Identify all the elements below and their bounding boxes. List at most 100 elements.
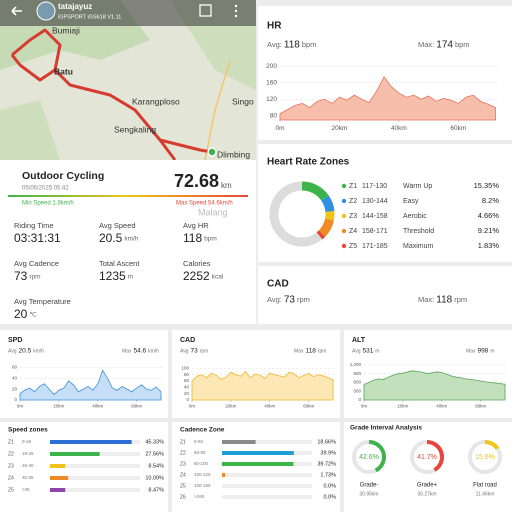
zone-id: Z4 bbox=[349, 228, 357, 235]
distance: 72.68 bbox=[174, 171, 219, 191]
panel-title: CAD bbox=[267, 279, 289, 290]
zone-percent: 39.72% bbox=[317, 461, 336, 467]
label: 118 bbox=[436, 295, 452, 306]
menu-button[interactable] bbox=[234, 4, 238, 8]
ring-label: Flat road bbox=[473, 483, 497, 489]
label: bpm bbox=[455, 40, 470, 49]
area-line bbox=[191, 370, 334, 401]
bar bbox=[50, 452, 100, 456]
x-tick-label: 0m bbox=[17, 404, 24, 409]
label: bpm bbox=[302, 40, 317, 49]
zone-name: Threshold bbox=[403, 228, 434, 235]
zone-range: 60-80 bbox=[194, 450, 206, 455]
user-name: tatajayuz bbox=[58, 2, 92, 11]
distance-unit: km bbox=[221, 181, 232, 190]
y-tick-label: 1,200 bbox=[350, 362, 362, 367]
label: m bbox=[490, 348, 494, 354]
bar-track bbox=[222, 484, 312, 488]
max-speed: Max Speed 54.6km/h bbox=[176, 201, 233, 207]
zone-range: >35 bbox=[22, 487, 30, 492]
stat-label: Avg HR bbox=[183, 221, 209, 230]
stat-unit: bpm bbox=[204, 236, 217, 243]
y-tick-label: 60 bbox=[184, 378, 190, 383]
label: Avg: bbox=[267, 40, 282, 49]
zone-range: 0-60 bbox=[194, 439, 204, 444]
ring-percent: 41.7% bbox=[417, 454, 437, 461]
zone-percent: 18.66% bbox=[317, 439, 336, 445]
zone-id: Z2 bbox=[180, 450, 186, 456]
zone-id: Z1 bbox=[349, 183, 357, 190]
x-tick-label: 40km bbox=[436, 404, 447, 409]
y-tick-label: 0 bbox=[186, 397, 189, 402]
bar-track bbox=[50, 476, 140, 480]
zone-range: 144-158 bbox=[362, 213, 388, 220]
map-place: Dlimbing bbox=[217, 149, 250, 159]
ring-distance: 30.95km bbox=[359, 491, 378, 497]
label: rpm bbox=[297, 295, 310, 304]
legend-dot bbox=[341, 228, 347, 234]
zone-range: 171-185 bbox=[362, 243, 388, 250]
label: 73 bbox=[284, 295, 296, 306]
panel-title: ALT bbox=[352, 337, 366, 344]
back-button[interactable] bbox=[11, 6, 22, 16]
y-tick-label: 40 bbox=[184, 385, 190, 390]
y-tick-label: 80 bbox=[270, 113, 278, 120]
stat-label: Avg Temperature bbox=[14, 297, 71, 306]
ring-arc bbox=[426, 440, 444, 472]
bar bbox=[50, 488, 66, 492]
x-tick-label: 20km bbox=[53, 404, 64, 409]
y-tick-label: 0 bbox=[14, 397, 17, 402]
bar-track bbox=[222, 440, 312, 444]
x-tick-label: 20km bbox=[397, 404, 408, 409]
zone-range: 120-160 bbox=[194, 483, 211, 488]
map-place: Singo bbox=[232, 96, 254, 106]
map-place: Sengkaling bbox=[114, 124, 156, 134]
y-tick-label: 160 bbox=[266, 79, 277, 86]
zone-id: Z3 bbox=[180, 461, 186, 467]
zone-percent: 0.0% bbox=[323, 483, 336, 489]
share-button[interactable] bbox=[199, 4, 212, 17]
zone-id: Z3 bbox=[8, 463, 14, 469]
min-speed: Min Speed 1.9km/h bbox=[22, 201, 74, 207]
x-tick-label: 60km bbox=[303, 404, 314, 409]
label: Avg bbox=[352, 348, 361, 354]
bar bbox=[50, 440, 132, 444]
y-tick-label: 20 bbox=[184, 391, 190, 396]
ring-label: Grade- bbox=[360, 483, 379, 489]
label: rpm bbox=[200, 348, 209, 354]
stat-value: 20.5 bbox=[99, 231, 123, 245]
label: 174 bbox=[436, 40, 453, 51]
y-tick-label: 200 bbox=[266, 63, 277, 70]
ring-arc bbox=[484, 440, 500, 450]
zone-percent: 27.56% bbox=[145, 451, 164, 457]
zone-percent: 39.9% bbox=[320, 450, 336, 456]
label: m bbox=[375, 348, 379, 354]
x-tick-label: 0m bbox=[361, 404, 368, 409]
label: rpm bbox=[454, 295, 467, 304]
zone-id: Z4 bbox=[180, 472, 186, 478]
zone-percent: 9.21% bbox=[478, 226, 500, 235]
stat-unit: kcal bbox=[212, 274, 224, 281]
y-tick-label: 900 bbox=[353, 371, 361, 376]
activity-type: Outdoor Cycling bbox=[22, 170, 104, 182]
map-place: Batu bbox=[54, 66, 73, 76]
stat-label: Avg Cadence bbox=[14, 259, 59, 268]
bar bbox=[222, 440, 256, 444]
donut-segment bbox=[301, 181, 329, 201]
legend-dot bbox=[341, 243, 347, 249]
x-tick-label: 60km bbox=[475, 404, 486, 409]
zone-percent: 1.73% bbox=[320, 472, 336, 478]
zone-percent: 8.54% bbox=[148, 463, 164, 469]
y-tick-label: 600 bbox=[353, 380, 361, 385]
area-line bbox=[363, 370, 506, 401]
bar bbox=[222, 462, 294, 466]
panel-title: Heart Rate Zones bbox=[267, 157, 350, 168]
zone-range: 26-30 bbox=[22, 463, 34, 468]
stat-unit: rpm bbox=[29, 274, 40, 281]
cad-panel bbox=[258, 266, 512, 324]
stat-label: Avg Speed bbox=[99, 221, 136, 230]
zone-id: Z5 bbox=[349, 243, 357, 250]
label: Max bbox=[466, 348, 476, 354]
map-place: Karangploso bbox=[132, 96, 180, 106]
